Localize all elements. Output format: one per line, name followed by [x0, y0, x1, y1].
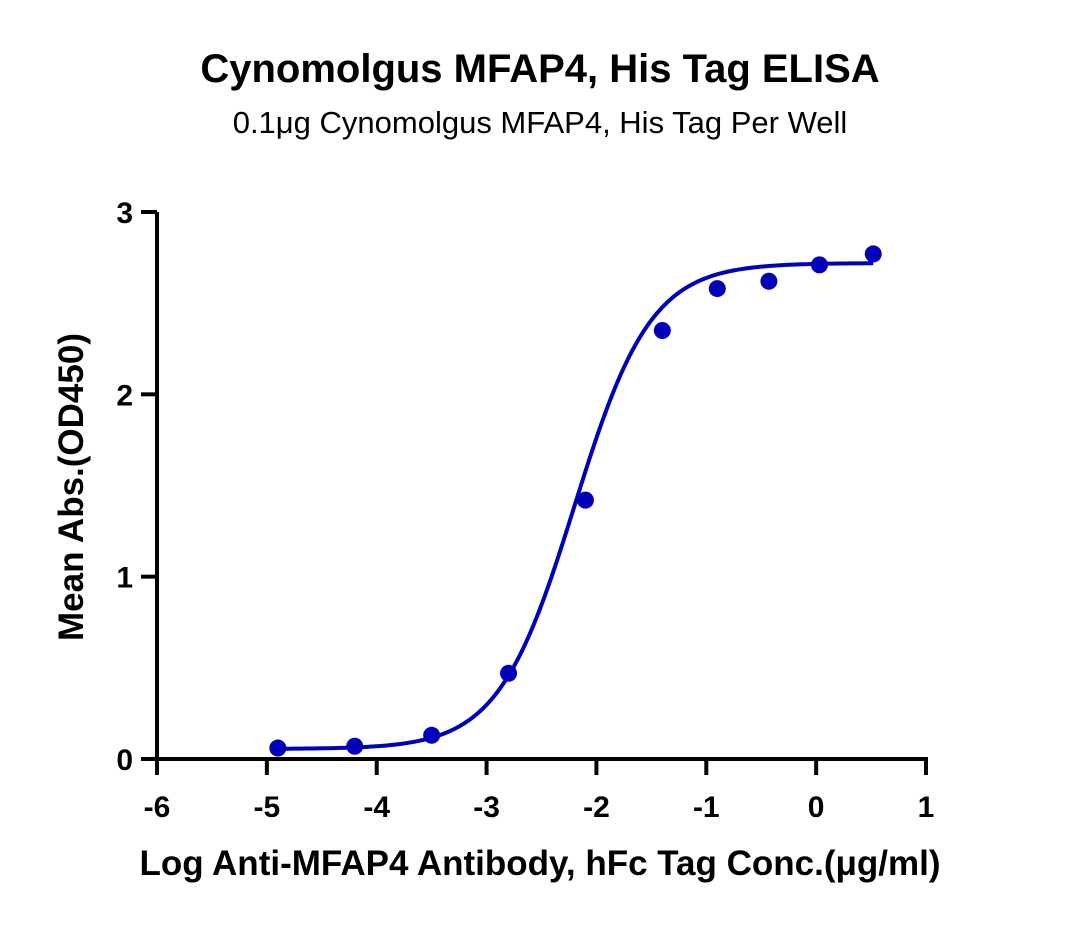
axes: 0 1 2 3 -6 -5 -4 -3 -2 -1 0 1 — [116, 197, 934, 824]
x-tick-label: -2 — [583, 791, 610, 824]
x-axis-label: Log Anti-MFAP4 Antibody, hFc Tag Conc.(μ… — [139, 844, 940, 883]
x-tick-label: -3 — [473, 791, 500, 824]
fit-curve — [277, 261, 874, 751]
x-tick-label: -6 — [144, 791, 171, 824]
fit-curve-layer — [277, 261, 874, 751]
data-point — [269, 739, 287, 757]
data-point — [423, 726, 441, 744]
y-tick-label: 3 — [116, 197, 133, 230]
data-point — [864, 245, 882, 263]
x-tick-label: 0 — [808, 791, 825, 824]
y-axis-label: Mean Abs.(OD450) — [52, 333, 91, 641]
data-points-layer — [269, 245, 882, 757]
data-point — [708, 280, 726, 298]
data-point — [653, 322, 671, 340]
y-tick-label: 2 — [116, 379, 133, 412]
y-tick-label: 0 — [116, 744, 133, 777]
chart-subtitle: 0.1μg Cynomolgus MFAP4, His Tag Per Well — [233, 105, 848, 140]
x-tick-label: -1 — [693, 791, 720, 824]
x-tick-label: -4 — [363, 791, 390, 824]
data-point — [576, 491, 594, 509]
x-tick-label: -5 — [254, 791, 281, 824]
data-point — [810, 256, 828, 274]
y-tick-label: 1 — [116, 562, 133, 595]
x-tick-label: 1 — [918, 791, 935, 824]
chart-title: Cynomolgus MFAP4, His Tag ELISA — [200, 47, 879, 91]
data-point — [346, 737, 364, 755]
data-point — [500, 664, 518, 682]
data-point — [760, 272, 778, 290]
